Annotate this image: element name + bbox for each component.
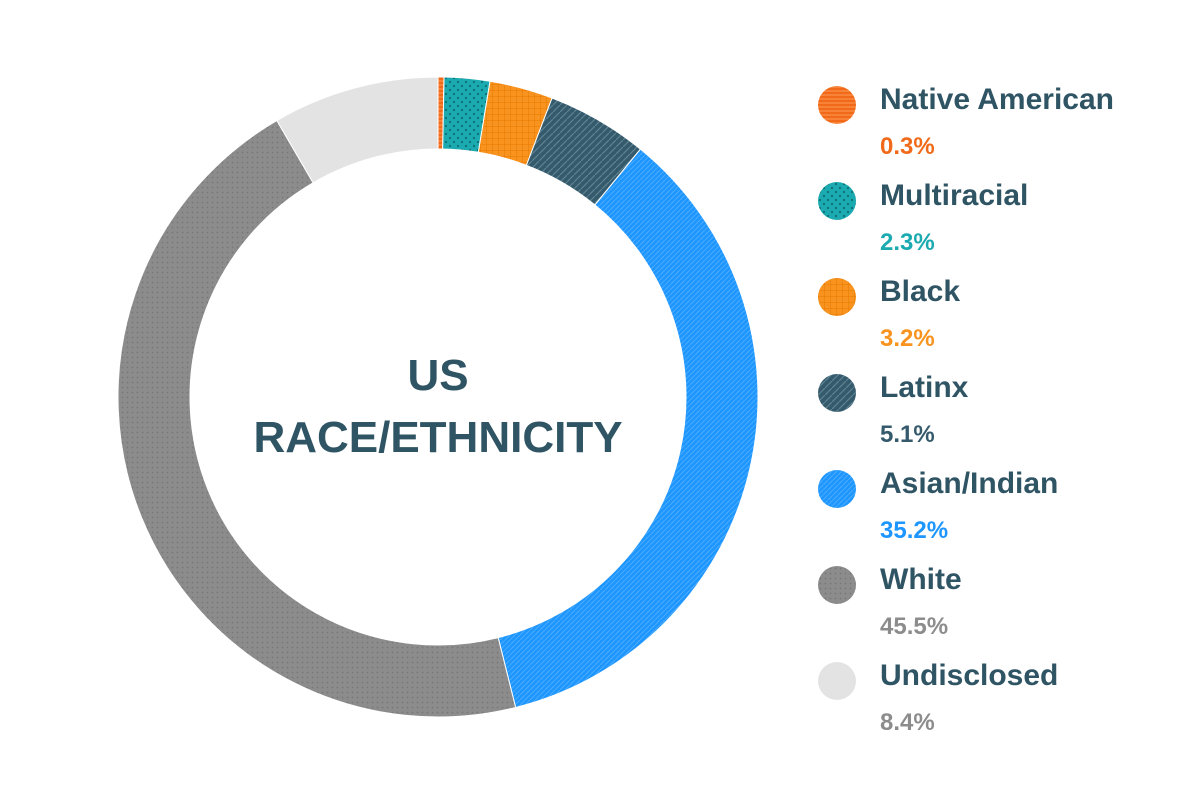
legend-item-undisclosed: Undisclosed 8.4%: [818, 656, 1188, 752]
legend-label: Undisclosed: [880, 659, 1059, 692]
center-title-line-2: RACE/ETHNICITY: [253, 413, 622, 462]
slice-undisclosed: [276, 76, 439, 184]
legend-swatch-icon: [818, 470, 856, 508]
legend-item-native-american: Native American 0.3%: [818, 80, 1188, 176]
legend-label: Black: [880, 275, 961, 308]
chart-legend: Native American 0.3% Multiracial 2.3% Black 3…: [818, 80, 1188, 752]
legend-label: Latinx: [880, 371, 969, 404]
legend-value: 8.4%: [880, 709, 935, 736]
legend-value: 3.2%: [880, 325, 935, 352]
center-title-line-1: US: [407, 351, 468, 400]
legend-value: 0.3%: [880, 133, 935, 160]
legend-item-black: Black 3.2%: [818, 272, 1188, 368]
legend-swatch-icon: [818, 566, 856, 604]
legend-item-latinx: Latinx 5.1%: [818, 368, 1188, 464]
donut-slices: [117, 76, 759, 718]
legend-label: White: [880, 563, 962, 596]
slice-asian-indian: [497, 148, 759, 709]
legend-label: Multiracial: [880, 179, 1029, 212]
legend-item-white: White 45.5%: [818, 560, 1188, 656]
legend-item-asian-indian: Asian/Indian 35.2%: [818, 464, 1188, 560]
legend-value: 45.5%: [880, 613, 949, 640]
legend-swatch-icon: [818, 278, 856, 316]
legend-value: 35.2%: [880, 517, 949, 544]
legend-swatch-icon: [818, 182, 856, 220]
slice-white: [117, 119, 517, 718]
legend-value: 5.1%: [880, 421, 935, 448]
legend-label: Asian/Indian: [880, 467, 1059, 500]
legend-value: 2.3%: [880, 229, 935, 256]
legend-swatch-icon: [818, 374, 856, 412]
legend-item-multiracial: Multiracial 2.3%: [818, 176, 1188, 272]
legend-swatch-icon: [818, 662, 856, 700]
legend-label: Native American: [880, 83, 1114, 116]
legend-swatch-icon: [818, 86, 856, 124]
